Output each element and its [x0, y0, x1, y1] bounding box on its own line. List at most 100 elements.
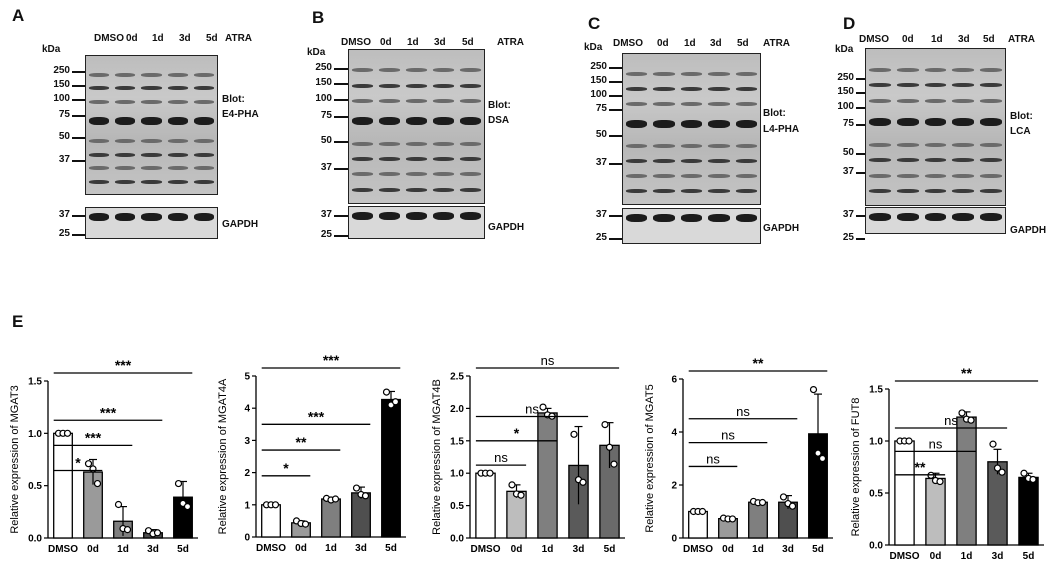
lectin-label: L4-PHA: [763, 124, 800, 135]
mw-marker: 75: [595, 103, 607, 114]
data-point: [153, 529, 162, 537]
blot-image: [865, 48, 1006, 206]
bar: [351, 492, 371, 538]
mw-marker: 25: [842, 232, 854, 243]
treatment-label: ATRA: [225, 33, 253, 44]
kda-label: kDa: [835, 44, 854, 55]
data-point: [361, 492, 370, 500]
lane-label: 3d: [958, 34, 970, 45]
significance-label: ns: [721, 428, 735, 443]
blot-label: Blot:: [763, 108, 786, 119]
mw-marker: 37: [58, 154, 70, 165]
mw-marker: 37: [842, 209, 854, 220]
y-tick-label: 1.0: [450, 469, 464, 480]
data-point: [84, 460, 93, 468]
gapdh-blot-image: [622, 208, 761, 244]
lane-label: 0d: [902, 34, 914, 45]
lane-label: 0d: [657, 38, 669, 49]
x-tick-label: 3d: [355, 543, 367, 554]
data-point: [989, 440, 997, 448]
significance-label: **: [753, 355, 764, 371]
significance-label: ns: [736, 404, 750, 419]
lane-label: 5d: [983, 34, 995, 45]
data-point: [570, 430, 578, 438]
treatment-label: ATRA: [1008, 34, 1036, 45]
x-tick-label: 1d: [752, 544, 764, 555]
gapdh-label: GAPDH: [763, 223, 800, 234]
lectin-label: LCA: [1010, 126, 1031, 137]
data-point: [174, 479, 183, 488]
bar: [925, 477, 946, 546]
lane-label: 5d: [206, 33, 218, 44]
y-tick-label: 2: [671, 481, 677, 492]
y-axis-label: Relative expression of MGAT5: [644, 384, 656, 532]
significance-label: ns: [525, 402, 539, 417]
gapdh-label: GAPDH: [1010, 225, 1047, 236]
panel-letter: A: [12, 6, 25, 25]
x-tick-label: DMSO: [256, 543, 286, 554]
mw-marker: 37: [595, 209, 607, 220]
panel-letter: D: [843, 14, 856, 33]
mw-marker: 37: [58, 209, 70, 220]
mw-marker: 75: [320, 110, 332, 121]
significance-label: **: [296, 434, 307, 450]
x-tick-label: DMSO: [471, 544, 501, 555]
significance-label: **: [915, 459, 926, 475]
data-point: [788, 502, 797, 510]
bar-chart-2: 0 1 2 3 4 5 Relative expression of MGAT4A DMSO 0…: [217, 352, 406, 554]
lane-label: DMSO: [94, 33, 124, 44]
y-axis-label: Relative expression of FUT8: [850, 398, 862, 537]
blot-label: Blot:: [1010, 111, 1033, 122]
x-tick-label: 1d: [117, 544, 129, 555]
y-tick-label: 1.5: [450, 436, 464, 447]
gapdh-blot-image: [865, 207, 1006, 234]
y-tick-label: 5: [244, 372, 250, 383]
x-tick-label: 0d: [930, 551, 942, 562]
data-point: [301, 520, 310, 528]
treatment-label: ATRA: [763, 38, 791, 49]
data-point: [486, 469, 494, 477]
data-point: [958, 409, 966, 417]
significance-label: ***: [308, 408, 325, 424]
data-point: [352, 484, 361, 492]
y-tick-label: 2: [244, 468, 250, 479]
mw-marker: 100: [837, 101, 854, 112]
significance-label: ns: [541, 353, 555, 368]
mw-marker: 75: [842, 118, 854, 129]
x-tick-label: 3d: [992, 551, 1004, 562]
bar: [506, 490, 527, 539]
x-tick-label: DMSO: [48, 544, 78, 555]
y-tick-label: 1.0: [28, 429, 42, 440]
mw-marker: 37: [842, 166, 854, 177]
blot-image: [622, 53, 761, 205]
data-point: [123, 526, 132, 534]
kda-label: kDa: [584, 42, 603, 53]
y-tick-label: 3: [244, 436, 250, 447]
data-point: [779, 493, 788, 501]
data-point: [993, 464, 1002, 472]
y-tick-label: 1.0: [869, 437, 883, 448]
y-tick-label: 1.5: [869, 385, 883, 396]
data-point: [905, 437, 913, 445]
significance-label: ns: [706, 451, 720, 466]
mw-marker: 150: [590, 75, 607, 86]
data-point: [1029, 475, 1037, 484]
bar: [688, 510, 708, 539]
data-point: [63, 429, 72, 437]
lane-label: 1d: [407, 37, 419, 48]
treatment-label: ATRA: [497, 37, 525, 48]
data-point: [382, 388, 391, 396]
bar-chart-3: 0.0 0.5 1.0 1.5 2.0 2.5 Relative expression of…: [431, 353, 625, 555]
blot-image: [348, 49, 485, 204]
mw-marker: 250: [315, 62, 332, 73]
significance-label: ***: [85, 429, 102, 445]
data-point: [818, 454, 827, 463]
mw-marker: 250: [53, 65, 70, 76]
mw-marker: 50: [842, 147, 854, 158]
data-point: [936, 477, 944, 486]
bar: [1018, 476, 1039, 546]
data-point: [271, 501, 280, 509]
mw-marker: 250: [837, 72, 854, 83]
data-point: [1020, 469, 1028, 477]
data-point: [728, 515, 737, 523]
